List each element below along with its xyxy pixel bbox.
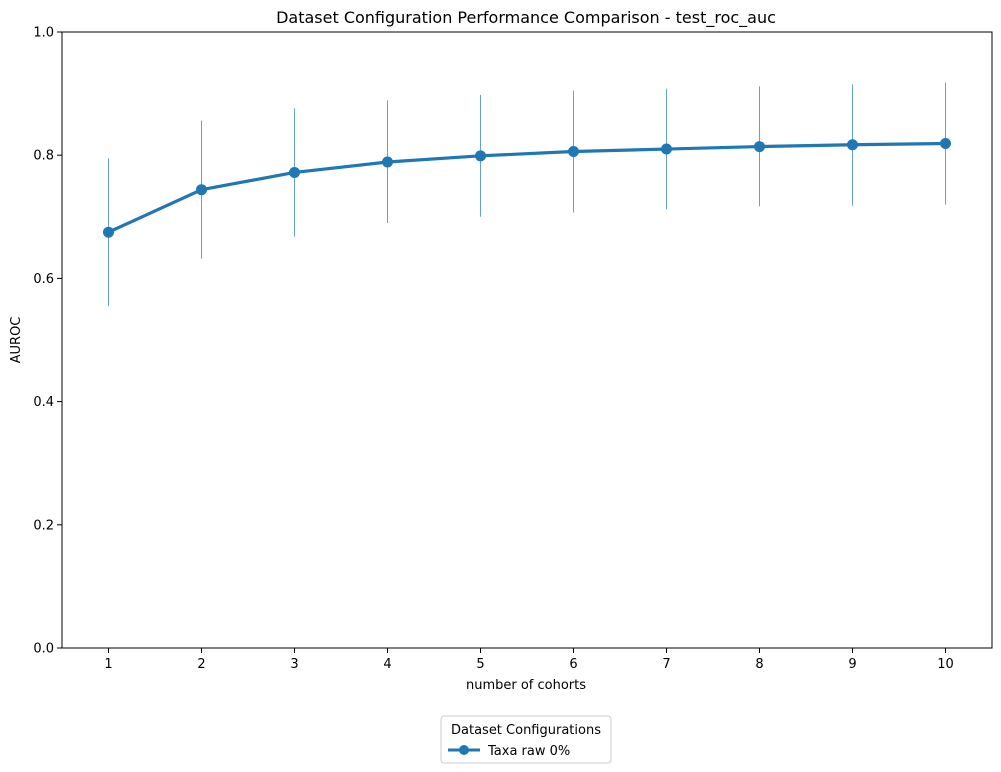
x-tick-label: 2 [197,657,205,672]
error-bars [108,82,946,307]
x-axis-label: number of cohorts [466,678,586,693]
series-line [106,141,948,234]
data-point [196,184,207,196]
legend-entry-label: Taxa raw 0% [487,744,570,759]
x-tick-label: 4 [383,657,391,672]
legend-title: Dataset Configurations [451,723,601,738]
data-point [754,141,765,153]
data-point [103,226,114,238]
x-tick-label: 6 [569,657,577,672]
x-tick-label: 9 [848,657,856,672]
data-point [568,146,579,158]
y-tick-label: 0.6 [33,272,54,287]
data-point [940,137,951,149]
x-tick-label: 7 [662,657,670,672]
data-point [289,166,300,178]
y-tick-label: 0.2 [33,518,54,533]
series-lines [103,137,951,238]
legend-box [440,715,612,764]
axis-ticks: 0.0 0.2 0.4 0.6 0.8 1.0 1 2 3 4 5 6 7 8 9 10 [33,26,953,673]
y-tick-label: 0.4 [33,395,54,410]
x-tick-label: 1 [104,657,112,672]
x-tick-label: 3 [290,657,298,672]
legend-marker [459,745,469,755]
x-tick-label: 10 [937,657,954,672]
chart-title: Dataset Configuration Performance Compar… [276,8,776,28]
y-axis-label: AUROC [9,317,24,364]
data-point [382,156,393,168]
x-tick-label: 5 [476,657,484,672]
x-tick-label: 8 [755,657,763,672]
legend: Dataset Configurations Taxa raw 0% [440,715,612,764]
y-tick-label: 1.0 [33,26,54,41]
y-tick-label: 0.0 [33,642,54,657]
plot-area-frame [61,31,993,649]
data-point [475,150,486,162]
data-point [847,139,858,151]
y-tick-label: 0.8 [33,149,54,164]
data-point [661,143,672,155]
